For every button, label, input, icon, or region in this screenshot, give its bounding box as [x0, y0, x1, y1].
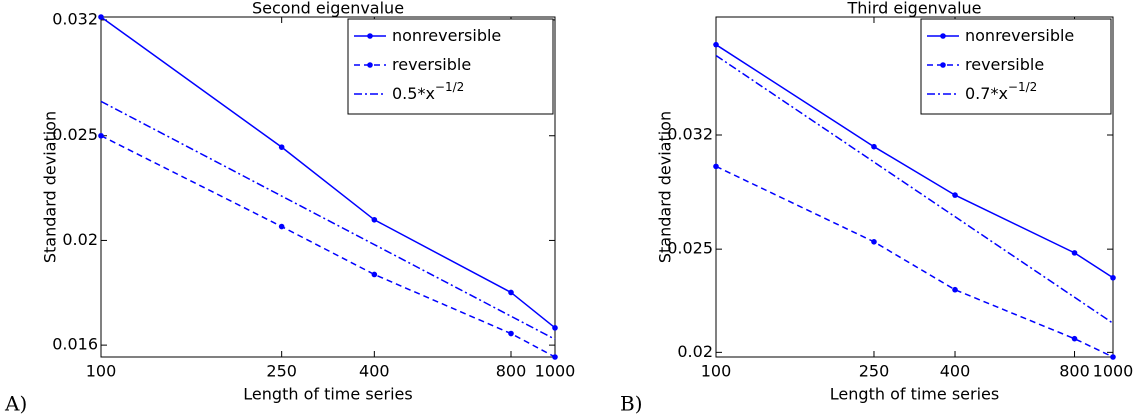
chart-title: Third eigenvalue [846, 0, 981, 18]
point [952, 286, 958, 293]
x-tick-label: 250 [859, 362, 890, 381]
series-line [100, 135, 556, 358]
point [371, 271, 378, 278]
legend-label: nonreversible [965, 26, 1074, 45]
legend-label-text: 0.5*x [392, 84, 435, 103]
legend-label-sup: −1/2 [1008, 80, 1037, 94]
legend-label-sup: −1/2 [435, 80, 464, 94]
legend-label: reversible [965, 55, 1044, 74]
legend-label-text: 0.7*x [965, 84, 1008, 103]
point [713, 163, 719, 170]
legend-marker [367, 62, 373, 68]
legend-label-text: nonreversible [392, 26, 501, 45]
plot-frame [715, 16, 1114, 358]
y-tick-label: 0.032 [667, 124, 713, 143]
x-axis-label: Length of time series [243, 385, 412, 404]
y-axis-label: Standard deviation [41, 111, 60, 263]
legend-label: nonreversible [392, 26, 501, 45]
y-tick-label: 0.025 [52, 125, 98, 144]
x-tick-label: 400 [359, 362, 390, 381]
legend-label-text: reversible [965, 55, 1044, 74]
point [713, 41, 719, 48]
point [278, 144, 285, 150]
y-tick-label: 0.025 [667, 239, 713, 258]
chart-title: Second eigenvalue [252, 0, 404, 18]
panel-label: B) [620, 392, 643, 416]
legend-label-text: nonreversible [965, 26, 1074, 45]
panel-label: A) [4, 392, 27, 416]
x-tick-label: 800 [1059, 362, 1090, 381]
x-tick-label: 1000 [1093, 362, 1134, 381]
y-tick-label: 0.032 [52, 9, 98, 28]
point [371, 216, 378, 223]
point [1071, 335, 1078, 342]
y-tick-label: 0.02 [62, 230, 98, 249]
point [552, 325, 558, 331]
legend-label-text: reversible [392, 55, 471, 74]
plot-frame [100, 16, 556, 358]
legend-label: reversible [392, 55, 471, 74]
x-tick-label: 800 [496, 362, 527, 381]
legend-box [920, 18, 1112, 115]
point [508, 289, 514, 296]
legend-marker [367, 33, 373, 39]
point [552, 354, 558, 360]
point [952, 192, 958, 198]
legend-marker [940, 62, 946, 68]
point [508, 330, 514, 337]
y-axis-label: Standard deviation [656, 111, 675, 263]
legend-label: 0.7*x−1/2 [965, 80, 1037, 103]
series-line [715, 165, 1114, 358]
series-line [100, 100, 556, 340]
legend-marker [940, 33, 946, 39]
x-axis-label: Length of time series [830, 385, 999, 404]
point [1071, 250, 1078, 256]
point [1110, 274, 1116, 281]
x-tick-label: 250 [266, 362, 297, 381]
x-tick-label: 400 [940, 362, 971, 381]
x-tick-label: 1000 [535, 362, 576, 381]
point [871, 143, 877, 150]
y-tick-label: 0.016 [52, 335, 98, 354]
x-tick-label: 100 [86, 362, 117, 381]
point [1110, 354, 1116, 360]
x-tick-label: 100 [701, 362, 732, 381]
point [278, 223, 285, 230]
legend-label: 0.5*x−1/2 [392, 80, 464, 103]
point [871, 239, 877, 245]
point [98, 132, 104, 139]
legend-box [347, 18, 554, 115]
y-tick-label: 0.02 [677, 342, 713, 361]
point [98, 14, 104, 20]
